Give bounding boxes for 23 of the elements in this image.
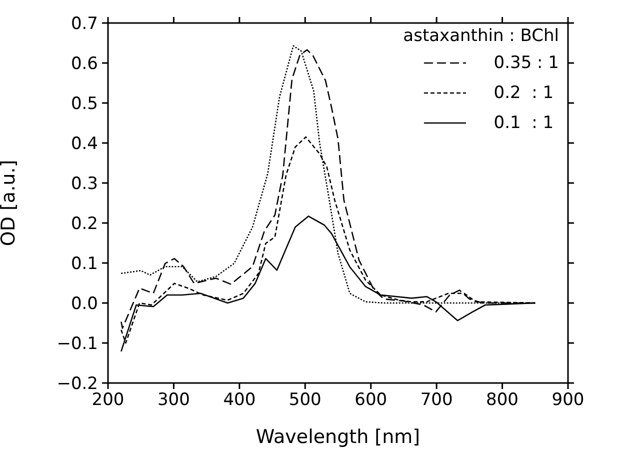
y-tick-label: 0.6 <box>70 54 98 74</box>
x-tick-label: 800 <box>486 390 519 410</box>
y-tick-label: 0.0 <box>70 294 98 314</box>
y-tick-label: 0.7 <box>70 14 98 34</box>
legend-label: 0.2 : 1 <box>494 83 554 103</box>
legend-label: 0.1 : 1 <box>494 113 554 133</box>
x-tick-label: 500 <box>288 390 322 410</box>
y-tick-label: 0.5 <box>70 94 98 114</box>
y-axis-title: OD [a.u.] <box>0 160 20 246</box>
x-tick-label: 700 <box>420 390 453 410</box>
x-tick-label: 900 <box>552 390 584 410</box>
x-tick-label: 600 <box>354 390 388 410</box>
y-tick-label: 0.1 <box>70 254 98 274</box>
y-tick-label: 0.4 <box>70 134 98 154</box>
x-tick-label: 200 <box>92 390 124 410</box>
y-tick-label: −0.1 <box>56 334 98 354</box>
x-tick-label: 400 <box>223 390 256 410</box>
y-tick-label: 0.2 <box>70 214 98 234</box>
legend-title: astaxanthin : BChl <box>402 26 559 46</box>
x-axis-title: Wavelength [nm] <box>256 426 420 448</box>
x-tick-label: 300 <box>157 390 190 410</box>
y-tick-label: 0.3 <box>70 174 98 194</box>
legend-label: 0.35 : 1 <box>494 53 559 73</box>
